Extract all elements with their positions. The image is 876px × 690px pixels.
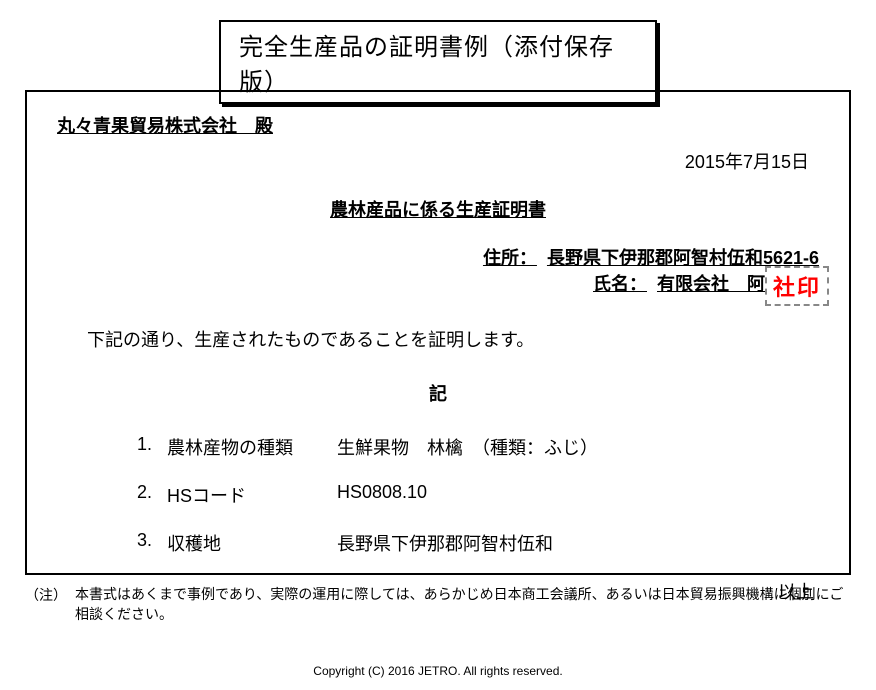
address-value: 長野県下伊那郡阿智村伍和5621-6 (547, 248, 819, 268)
address-label: 住所： (483, 248, 537, 268)
issuer-address: 住所： 長野県下伊那郡阿智村伍和5621-6 (57, 244, 819, 270)
item-value: 長野県下伊那郡阿智村伍和 (337, 530, 819, 556)
footnote: （注） 本書式はあくまで事例であり、実際の運用に際しては、あらかじめ日本商工会議… (25, 585, 851, 624)
certificate-title: 農林産品に係る生産証明書 (57, 196, 819, 222)
item-label: HSコード (167, 482, 337, 508)
item-number: 2. (137, 482, 167, 508)
issuer-block: 住所：長野県下伊那郡阿智村伍和5621-6 氏名：有限会社 阿智農園 社印 (57, 244, 819, 296)
name-label: 氏名： (593, 274, 647, 294)
certification-statement: 下記の通り、生産されたものであることを証明します。 (87, 326, 819, 352)
item-number: 3. (137, 530, 167, 556)
recipient: 丸々青果貿易株式会社 殿 (57, 112, 273, 138)
footnote-label: （注） (25, 585, 67, 624)
item-row: 2. HSコード HS0808.10 (137, 482, 819, 508)
ki-marker: 記 (57, 380, 819, 406)
item-number: 1. (137, 434, 167, 460)
item-row: 3. 収穫地 長野県下伊那郡阿智村伍和 (137, 530, 819, 556)
company-seal: 社印 (765, 266, 829, 306)
issuer-name: 氏名：有限会社 阿智農園 (57, 270, 819, 296)
item-value: 生鮮果物 林檎 （種類：ふじ） (337, 434, 819, 460)
item-row: 1. 農林産物の種類 生鮮果物 林檎 （種類：ふじ） (137, 434, 819, 460)
copyright: Copyright (C) 2016 JETRO. All rights res… (0, 664, 876, 678)
issue-date: 2015年7月15日 (57, 148, 809, 174)
footnote-text: 本書式はあくまで事例であり、実際の運用に際しては、あらかじめ日本商工会議所、ある… (75, 585, 851, 624)
item-label: 収穫地 (167, 530, 337, 556)
item-value: HS0808.10 (337, 482, 819, 508)
certificate-box: 丸々青果貿易株式会社 殿 2015年7月15日 農林産品に係る生産証明書 住所：… (25, 90, 851, 575)
item-label: 農林産物の種類 (167, 434, 337, 460)
items-list: 1. 農林産物の種類 生鮮果物 林檎 （種類：ふじ） 2. HSコード HS08… (137, 434, 819, 556)
